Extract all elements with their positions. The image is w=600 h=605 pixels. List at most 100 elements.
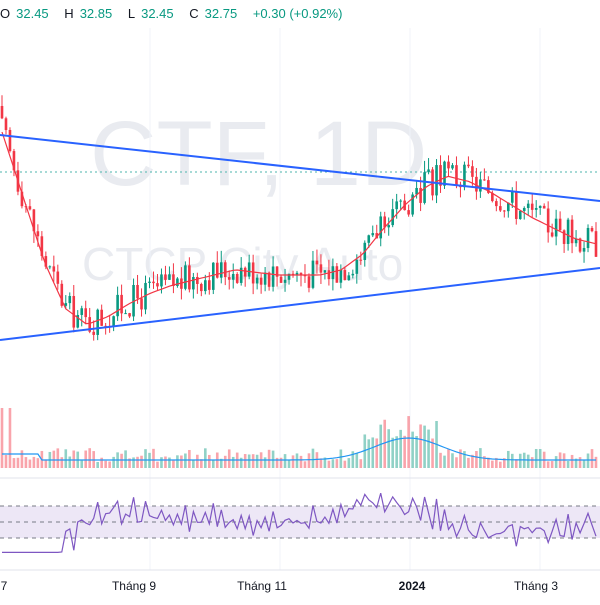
candle-body [136, 284, 139, 299]
volume-bar [104, 460, 107, 468]
x-tick-label: 2024 [399, 579, 426, 593]
candle-body [140, 298, 143, 310]
volume-bar [518, 453, 522, 468]
grid [0, 28, 600, 571]
ohlc-change: +0.30 (+0.92%) [252, 6, 343, 21]
volume-bar [439, 452, 442, 468]
volume-bar [451, 453, 454, 468]
volume-bar [196, 454, 199, 468]
volume-bar [526, 454, 530, 468]
volume-bar [347, 458, 351, 468]
volume-bar [208, 454, 211, 468]
volume-bar [108, 461, 111, 468]
candle-body [343, 270, 347, 281]
volume-bar [88, 448, 92, 468]
candle-body [479, 179, 482, 192]
candle-body [303, 275, 307, 277]
candle-body [307, 276, 311, 288]
candle-body [124, 313, 127, 315]
candle-body [211, 262, 215, 290]
volume-bar [367, 439, 371, 468]
candle-body [84, 308, 88, 318]
volume-bar [447, 449, 450, 468]
candle-body [379, 216, 383, 239]
candle-body [88, 317, 92, 332]
candle-body [223, 262, 227, 278]
candle-body [172, 274, 175, 287]
candle-body [235, 273, 239, 283]
candle-body [435, 165, 438, 196]
candle-body [208, 280, 211, 290]
candle-body [359, 259, 363, 261]
candle-body [263, 272, 267, 285]
volume-bar [4, 454, 8, 468]
volume-bar [443, 455, 446, 468]
candle-body [455, 165, 458, 185]
volume-bar [160, 457, 163, 468]
lower-trendline [0, 267, 600, 341]
volume-bar [546, 461, 550, 468]
volume-bar [100, 457, 103, 468]
volume-bar [271, 450, 275, 468]
volume-bar [136, 456, 139, 468]
candle-body [40, 236, 44, 257]
ohlc-low: L 32.45 [127, 6, 174, 21]
candle-body [451, 165, 454, 169]
candle-body [295, 272, 299, 276]
volume-bar [403, 435, 406, 468]
candle-body [339, 270, 343, 283]
candle-body [542, 205, 546, 209]
watermark-symbol: CTF, 1D [90, 103, 427, 205]
candle-body [148, 281, 151, 283]
ohlc-open: O 32.45 [0, 6, 49, 21]
candle-body [44, 256, 48, 267]
volume-bar [168, 457, 171, 468]
volume-bar [128, 458, 131, 468]
candle-body [447, 161, 450, 169]
candle-body [554, 218, 558, 237]
candle-body [367, 235, 371, 243]
candle-body [283, 279, 287, 283]
candle-body [0, 106, 4, 119]
candle-body [550, 232, 554, 237]
volume-bar [578, 457, 582, 468]
volume-bar [427, 429, 430, 468]
candle-body [391, 209, 394, 226]
candle-body [594, 231, 598, 257]
volume-bar [60, 457, 64, 468]
candle-body [586, 227, 590, 249]
volume-bar [219, 458, 223, 468]
trendlines[interactable] [0, 134, 600, 341]
volume-bar [16, 457, 20, 468]
candle-body [279, 276, 283, 283]
volume-bar [68, 456, 72, 468]
candle-body [120, 294, 123, 314]
volume-bar [200, 459, 203, 468]
volume-bar [343, 460, 347, 468]
volume-bar [303, 461, 307, 468]
candle-body [526, 203, 530, 208]
candle-body [251, 262, 255, 284]
volume-bar [586, 453, 590, 468]
x-tick-label: Tháng 3 [514, 579, 558, 593]
volume-bar [251, 454, 255, 468]
volume-bar [64, 449, 68, 468]
candle-body [518, 210, 522, 219]
candle-body [32, 209, 36, 232]
candle-body [100, 309, 103, 326]
volume-bar [231, 456, 235, 468]
volume-bar [491, 460, 494, 468]
candle-body [483, 179, 486, 181]
candle-body [315, 260, 319, 265]
volume-bar [291, 455, 295, 468]
volume-bar [8, 408, 12, 468]
candle-body [351, 273, 355, 276]
candle-body [383, 216, 387, 228]
candle-body [514, 191, 518, 219]
candle-body [407, 210, 410, 215]
candle-body [331, 266, 335, 280]
candle-body [439, 165, 442, 186]
candle-body [20, 191, 24, 207]
